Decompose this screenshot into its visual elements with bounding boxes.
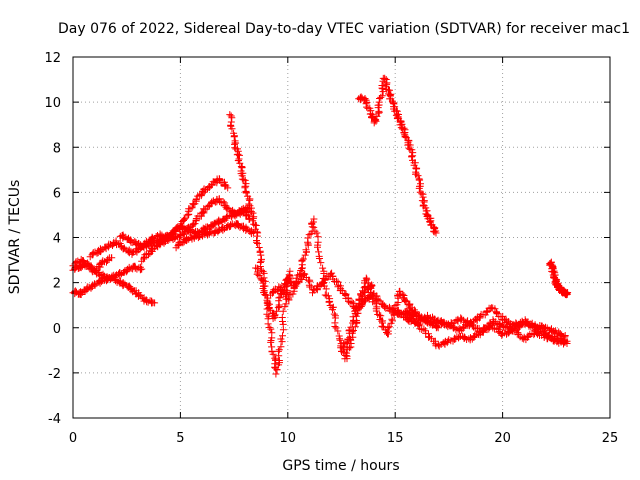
y-tick-label: 6: [53, 186, 61, 201]
x-tick-label: 20: [494, 431, 511, 446]
x-tick-label: 0: [69, 431, 77, 446]
y-tick-label: -4: [48, 412, 61, 427]
series-track-n: [402, 311, 571, 350]
x-tick-label: 5: [176, 431, 184, 446]
y-tick-label: 0: [53, 322, 61, 337]
x-axis-label: GPS time / hours: [282, 458, 399, 474]
y-axis-label: SDTVAR / TECUs: [7, 180, 23, 295]
x-tick-label: 10: [280, 431, 297, 446]
series-track-k: [338, 274, 442, 355]
x-tick-label: 15: [387, 431, 404, 446]
series-track-d: [86, 175, 232, 261]
axis-ticks: 0 5 10 15 20 25 -4 -2 0 2 4 6 8 10 12: [44, 51, 618, 446]
series-track-f: [138, 195, 254, 265]
y-tick-label: 2: [53, 277, 61, 292]
x-tick-label: 25: [602, 431, 619, 446]
y-tick-label: 4: [53, 232, 61, 247]
series-track-o: [434, 304, 569, 341]
data-series: [69, 74, 572, 378]
y-tick-label: 10: [44, 96, 61, 111]
series-track-h: [226, 111, 294, 378]
chart-title: Day 076 of 2022, Sidereal Day-to-day VTE…: [58, 21, 630, 37]
series-track-p: [546, 258, 572, 299]
y-tick-label: -2: [48, 367, 61, 382]
series-track-g: [172, 220, 257, 252]
y-tick-label: 8: [53, 141, 61, 156]
y-tick-label: 12: [44, 51, 61, 66]
series-track-l: [355, 74, 440, 237]
